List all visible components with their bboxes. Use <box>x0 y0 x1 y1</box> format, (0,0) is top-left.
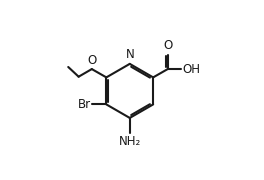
Text: NH₂: NH₂ <box>119 135 141 148</box>
Text: N: N <box>125 48 134 61</box>
Text: Br: Br <box>78 98 91 111</box>
Text: O: O <box>87 54 96 67</box>
Text: O: O <box>163 39 172 52</box>
Text: OH: OH <box>182 63 200 76</box>
